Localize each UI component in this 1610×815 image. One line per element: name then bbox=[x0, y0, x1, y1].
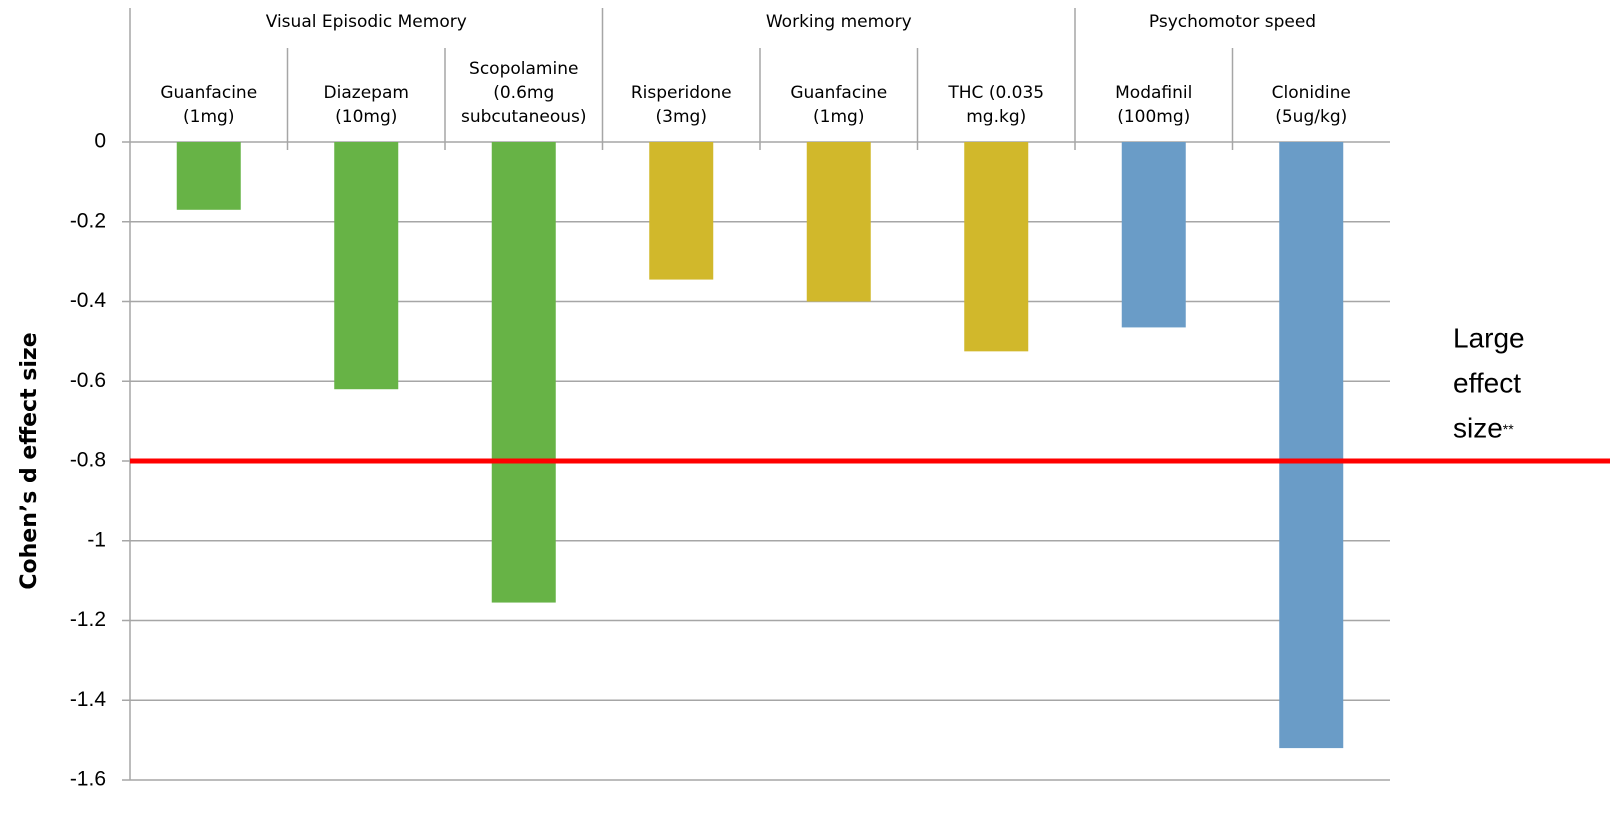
x-tick-label: Guanfacine bbox=[790, 83, 887, 103]
y-tick-label: -1.6 bbox=[70, 768, 106, 791]
x-tick-label: Guanfacine bbox=[160, 83, 257, 103]
y-tick-label: -1 bbox=[87, 528, 106, 551]
reference-label: effect bbox=[1453, 367, 1521, 398]
group-label: Visual Episodic Memory bbox=[266, 12, 467, 32]
bar bbox=[176, 142, 241, 210]
x-tick-label: (5ug/kg) bbox=[1275, 107, 1347, 127]
x-tick-label: Modafinil bbox=[1115, 83, 1192, 103]
bar bbox=[649, 142, 714, 280]
bar bbox=[1121, 142, 1186, 328]
x-tick-label: Clonidine bbox=[1272, 83, 1351, 103]
x-tick-label: Risperidone bbox=[631, 83, 732, 103]
y-tick-label: -0.6 bbox=[70, 369, 106, 392]
reference-label: Large bbox=[1453, 322, 1525, 353]
x-tick-label: subcutaneous) bbox=[461, 107, 587, 127]
x-tick-label: (100mg) bbox=[1117, 107, 1190, 127]
group-label: Psychomotor speed bbox=[1149, 12, 1316, 32]
y-tick-label: -0.8 bbox=[70, 449, 106, 472]
x-tick-label: THC (0.035 bbox=[947, 83, 1044, 103]
x-tick-label: (3mg) bbox=[656, 107, 707, 127]
x-tick-label: (1mg) bbox=[813, 107, 864, 127]
x-tick-label: (10mg) bbox=[335, 107, 397, 127]
bar bbox=[964, 142, 1029, 352]
bar bbox=[806, 142, 871, 302]
x-tick-label: Scopolamine bbox=[469, 59, 578, 79]
bar bbox=[334, 142, 399, 390]
y-tick-label: -0.2 bbox=[70, 209, 106, 232]
x-tick-label: Diazepam bbox=[324, 83, 409, 103]
y-tick-label: 0 bbox=[94, 130, 106, 153]
y-tick-label: -1.2 bbox=[70, 608, 106, 631]
y-tick-label: -0.4 bbox=[70, 289, 107, 312]
y-tick-label: -1.4 bbox=[70, 688, 107, 711]
bar bbox=[1279, 142, 1344, 749]
x-tick-label: (1mg) bbox=[183, 107, 234, 127]
group-label: Working memory bbox=[766, 12, 912, 32]
x-tick-label: (0.6mg bbox=[493, 83, 554, 103]
reference-label-suffix: ** bbox=[1503, 421, 1514, 437]
y-axis-label: Cohen’s d effect size bbox=[17, 332, 42, 589]
reference-label: size** bbox=[1453, 412, 1514, 443]
x-tick-label: mg.kg) bbox=[966, 107, 1026, 127]
bar bbox=[491, 142, 556, 603]
